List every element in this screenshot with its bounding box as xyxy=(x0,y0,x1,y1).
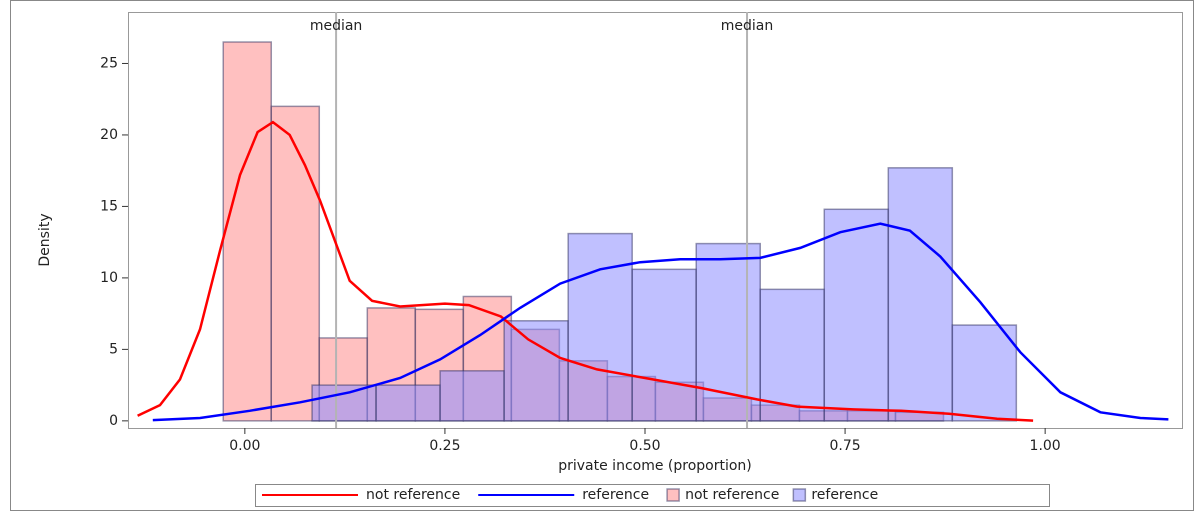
histogram-bar xyxy=(222,41,273,422)
plot-frame xyxy=(128,12,1183,429)
histogram-bar xyxy=(503,320,569,422)
legend-swatch xyxy=(666,488,680,502)
y-tick-label: 0 xyxy=(109,413,118,429)
histogram-bar xyxy=(887,167,954,422)
density-curve xyxy=(152,222,1169,422)
density-curve xyxy=(137,120,1034,422)
histogram-bar xyxy=(311,384,377,422)
x-tick-label: 0.50 xyxy=(629,438,660,454)
legend-label: reference xyxy=(811,487,878,503)
median-label: median xyxy=(310,18,362,34)
x-axis-label: private income (proportion) xyxy=(558,458,752,474)
y-axis-label: Density xyxy=(37,213,53,266)
histogram-bar xyxy=(567,232,633,422)
x-tick-label: 0.25 xyxy=(429,438,460,454)
histogram-bar xyxy=(631,268,697,422)
x-tick-label: 0.00 xyxy=(229,438,260,454)
legend-label: not reference xyxy=(366,487,460,503)
legend-swatch xyxy=(792,488,807,502)
histogram-bar xyxy=(439,370,505,422)
y-tick-label: 20 xyxy=(100,127,118,143)
histogram-bar xyxy=(375,384,441,422)
x-tick-label: 0.75 xyxy=(829,438,860,454)
histogram-bar xyxy=(951,324,1018,422)
histogram-bar xyxy=(270,105,321,422)
histogram-bar xyxy=(823,208,890,422)
median-label: median xyxy=(721,18,773,34)
y-tick-label: 10 xyxy=(100,270,118,286)
histogram-bar xyxy=(759,288,826,422)
y-tick-label: 5 xyxy=(109,341,118,357)
legend-label: not reference xyxy=(685,487,779,503)
y-tick-label: 15 xyxy=(100,198,118,214)
legend-box xyxy=(255,484,1050,507)
y-tick-label: 25 xyxy=(100,55,118,71)
x-tick-label: 1.00 xyxy=(1030,438,1061,454)
legend-label: reference xyxy=(582,487,649,503)
